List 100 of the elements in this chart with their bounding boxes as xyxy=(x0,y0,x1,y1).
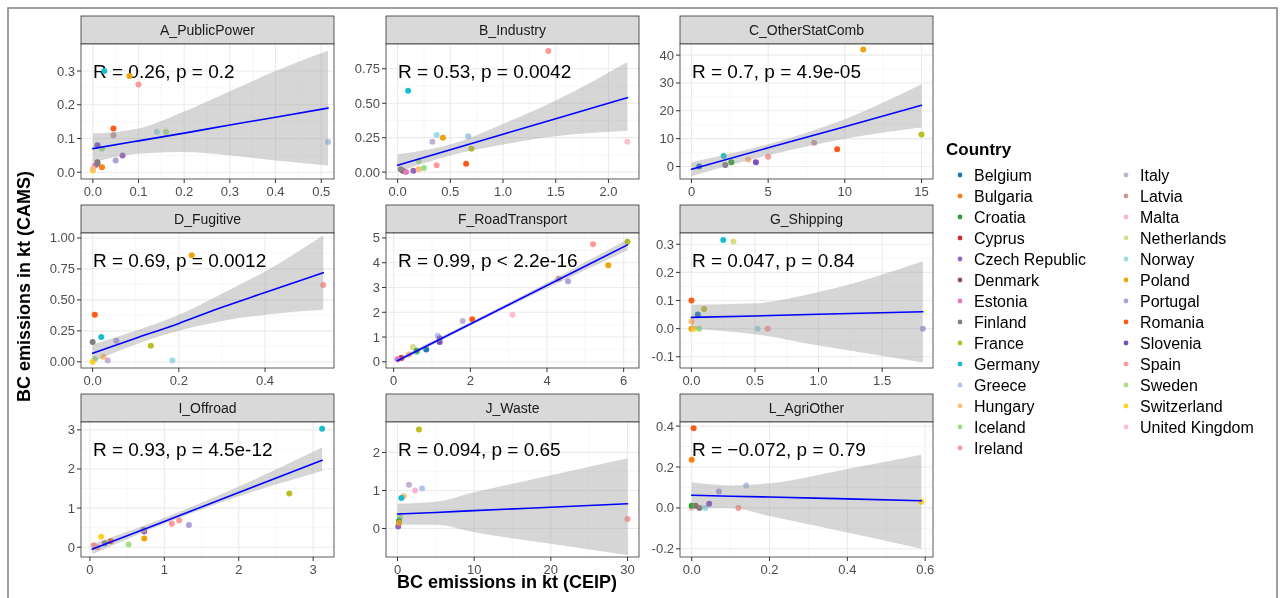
chart-title: F_RoadTransport xyxy=(457,211,568,227)
x-tick-label: 1.5 xyxy=(546,184,565,199)
y-tick-label: 0.1 xyxy=(655,293,674,308)
chart-title: D_Fugitive xyxy=(174,211,242,227)
category-label: Poland xyxy=(1140,272,1190,289)
y-tick-label: 0.50 xyxy=(354,95,380,111)
chart-title: A_PublicPower xyxy=(160,22,256,38)
y-tick-label: 2 xyxy=(67,461,75,477)
y-tick-label: -0.1 xyxy=(651,349,674,365)
x-tick-label: 0.2 xyxy=(169,373,188,388)
y-tick-label: 40 xyxy=(659,47,674,63)
x-tick-label: 2 xyxy=(235,562,243,577)
category-label: Switzerland xyxy=(1140,398,1223,415)
category-label: Iceland xyxy=(974,419,1026,436)
category-label: Hungary xyxy=(974,398,1035,415)
x-tick-label: 1.5 xyxy=(873,373,892,388)
y-tick-label: 0.75 xyxy=(49,261,75,277)
annotation: R = 0.99, p < 2.2e-16 xyxy=(398,250,578,271)
x-tick-label: 0 xyxy=(393,562,402,577)
y-tick-label: 20 xyxy=(659,103,674,119)
y-tick-label: -0.2 xyxy=(651,541,674,557)
x-tick-label: 0.5 xyxy=(312,184,331,199)
category-label: United Kingdom xyxy=(1140,419,1254,436)
annotation: R = 0.53, p = 0.0042 xyxy=(398,61,572,82)
y-tick-label: 4 xyxy=(372,255,380,271)
chart-title: J_Waste xyxy=(485,400,540,416)
y-tick-label: 0.25 xyxy=(354,130,380,146)
y-tick-label: 0.3 xyxy=(56,63,75,79)
x-tick-label: 10 xyxy=(837,184,853,199)
y-tick-label: 0.25 xyxy=(49,323,75,339)
y-tick-label: 10 xyxy=(659,131,674,147)
x-tick-label: 6 xyxy=(620,373,628,388)
x-tick-label: 2 xyxy=(466,373,474,388)
x-tick-label: 0.0 xyxy=(682,562,701,577)
category-label: Ireland xyxy=(974,440,1023,457)
x-tick-label: 0.2 xyxy=(175,184,194,199)
x-tick-label: 0.1 xyxy=(129,184,148,199)
x-tick-label: 0.4 xyxy=(266,184,285,199)
category-label: Finland xyxy=(974,314,1027,331)
y-tick-label: 3 xyxy=(372,280,380,295)
y-tick-label: 0.2 xyxy=(56,97,75,113)
y-tick-label: 0 xyxy=(67,539,75,555)
category-label: Czech Republic xyxy=(974,251,1087,268)
category-label: France xyxy=(974,335,1024,352)
annotation: R = 0.93, p = 4.5e-12 xyxy=(93,439,273,460)
y-tick-label: 0.0 xyxy=(655,321,674,337)
x-tick-label: 0.0 xyxy=(83,373,102,388)
y-tick-label: 0.1 xyxy=(56,131,75,146)
y-tick-label: 1 xyxy=(67,500,75,516)
y-tick-label: 0 xyxy=(372,354,380,370)
x-tick-label: 5 xyxy=(764,184,772,199)
x-tick-label: 1 xyxy=(160,562,168,577)
category-label: Sweden xyxy=(1140,377,1198,394)
y-tick-label: 0 xyxy=(666,158,674,174)
category-label: Italy xyxy=(1140,167,1170,184)
x-tick-label: 0.5 xyxy=(441,184,460,199)
category-label: Croatia xyxy=(974,209,1026,226)
y-tick-label: 0.0 xyxy=(655,500,674,516)
y-tick-label: 0.2 xyxy=(655,264,674,280)
category-label: Latvia xyxy=(1140,188,1183,205)
y-tick-label: 30 xyxy=(659,75,674,91)
x-tick-label: 1.0 xyxy=(809,373,828,388)
annotation: R = −0.072, p = 0.79 xyxy=(692,439,866,460)
y-tick-label: 0.3 xyxy=(655,236,674,252)
y-tick-label: 1 xyxy=(372,482,380,498)
x-tick-label: 0.0 xyxy=(388,184,407,199)
x-tick-label: 0.6 xyxy=(916,562,935,577)
y-tick-label: 0.50 xyxy=(49,292,75,308)
category-label: Slovenia xyxy=(1140,335,1202,352)
y-tick-label: 1.00 xyxy=(49,230,75,246)
y-tick-label: 3 xyxy=(67,422,75,438)
y-tick-label: 2 xyxy=(372,304,380,320)
chart-title: B_Industry xyxy=(479,22,546,38)
x-tick-label: 0.0 xyxy=(83,184,102,199)
category-label: Bulgaria xyxy=(974,188,1033,205)
y-tick-label: 5 xyxy=(372,230,380,246)
y-tick-label: 1 xyxy=(372,329,380,345)
x-tick-label: 4 xyxy=(543,373,551,388)
x-tick-label: 15 xyxy=(914,184,929,199)
x-tick-label: 0.0 xyxy=(682,373,701,388)
x-tick-label: 1.0 xyxy=(493,184,513,199)
y-tick-label: 0.00 xyxy=(49,354,75,370)
category-label: Germany xyxy=(974,356,1040,373)
legend-title: Country xyxy=(946,140,1012,159)
category-label: Estonia xyxy=(974,293,1028,310)
x-tick-label: 0.3 xyxy=(220,184,239,199)
x-tick-label: 30 xyxy=(620,562,635,577)
category-label: Portugal xyxy=(1140,293,1200,310)
y-tick-label: 2 xyxy=(372,444,380,460)
category-label: Norway xyxy=(1140,251,1195,268)
annotation: R = 0.69, p = 0.0012 xyxy=(93,250,267,271)
y-tick-label: 0.75 xyxy=(354,61,380,77)
x-tick-label: 2.0 xyxy=(599,184,618,199)
annotation: R = 0.094, p = 0.65 xyxy=(398,439,561,460)
x-tick-label: 0.2 xyxy=(760,562,779,577)
category-label: Cyprus xyxy=(974,230,1025,247)
y-tick-label: 0.0 xyxy=(56,164,75,180)
category-label: Malta xyxy=(1140,209,1180,226)
x-tick-label: 3 xyxy=(309,562,317,577)
x-tick-label: 0 xyxy=(390,373,398,388)
